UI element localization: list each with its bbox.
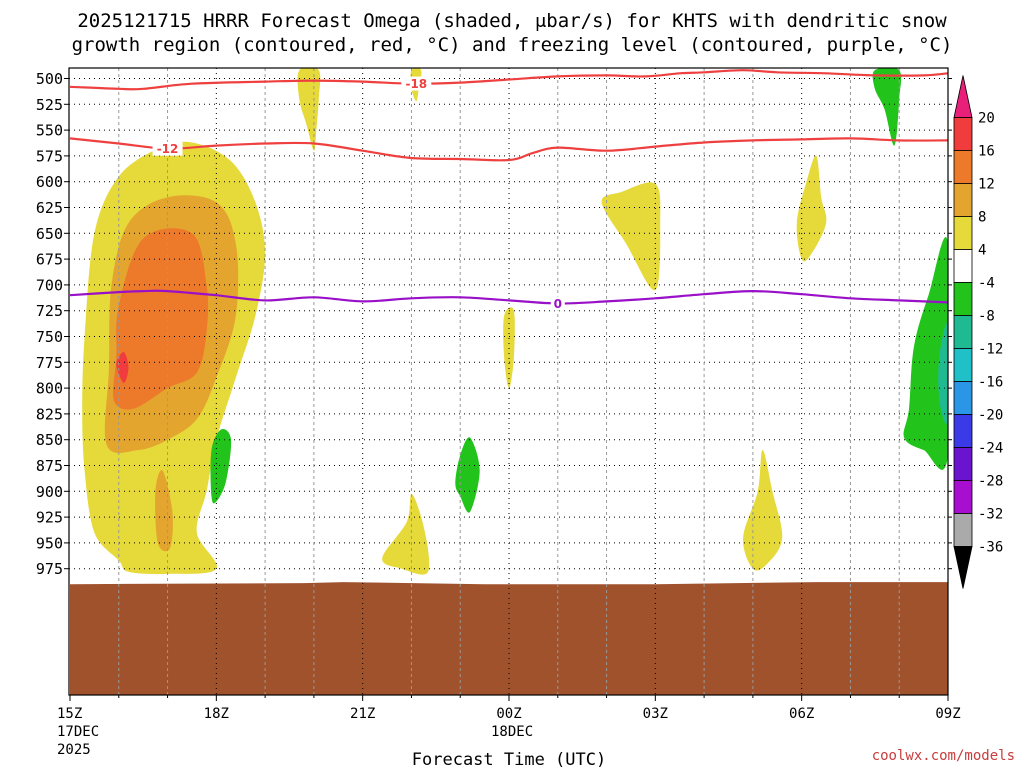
x-tick-label-15: 06Z [789, 706, 814, 722]
y-axis-pressure: 500 525 550 575 600 625 650 675 700 725 750 775 800 8… [36, 70, 952, 578]
contour-label-2: 0 [554, 297, 562, 311]
plot-gridlines [69, 68, 948, 695]
colorbar-bin-3 [953, 183, 973, 217]
colorbar-tick-2: 12 [978, 177, 995, 193]
colorbar-tick-0: 20 [978, 111, 995, 127]
x-tick-label-3: 18Z [204, 706, 229, 722]
y-tick-label-800: 800 [36, 380, 63, 398]
contour-label-0: -18 [405, 77, 427, 91]
colorbar-tick-13: -36 [978, 540, 1003, 556]
y-tick-label-750: 750 [36, 328, 63, 346]
x-tick-year-0: 2025 [57, 742, 91, 758]
colorbar-tick-10: -24 [978, 441, 1003, 457]
colorbar-tick-1: 16 [978, 144, 995, 160]
omega-region-10 [796, 155, 827, 262]
y-tick-label-650: 650 [36, 225, 63, 243]
omega-region-4 [155, 470, 173, 552]
credit-text: coolwx.com/models [872, 748, 1015, 764]
colorbar-bin-4 [953, 216, 973, 250]
colorbar-tick-3: 8 [978, 210, 986, 226]
y-tick-label-550: 550 [36, 122, 63, 140]
omega-region-8 [503, 307, 515, 389]
colorbar-tick-9: -20 [978, 408, 1003, 424]
y-tick-label-975: 975 [36, 560, 63, 578]
x-tick-label-9: 00Z [496, 706, 521, 722]
y-tick-label-825: 825 [36, 405, 63, 423]
omega-region-15 [903, 236, 948, 470]
colorbar-bin-11 [953, 447, 973, 481]
colorbar-tick-7: -12 [978, 342, 1003, 358]
colorbar-tick-8: -16 [978, 375, 1003, 391]
y-tick-label-900: 900 [36, 483, 63, 501]
chart-title-line-2: growth region (contoured, red, °C) and f… [72, 34, 953, 56]
colorbar-bin-1 [953, 117, 973, 151]
colorbar-tick-5: -4 [978, 276, 995, 292]
x-tick-date-0: 17DEC [57, 724, 99, 740]
contour-label-1: -12 [157, 142, 179, 156]
y-tick-label-500: 500 [36, 70, 63, 88]
y-tick-label-600: 600 [36, 173, 63, 191]
omega-region-2 [112, 228, 209, 410]
colorbar-bin-13 [953, 513, 973, 547]
omega-region-13 [455, 437, 480, 513]
y-tick-label-925: 925 [36, 509, 63, 527]
contour-label-bg-1 [152, 141, 183, 156]
x-tick-label-18: 09Z [935, 706, 960, 722]
omega-colorbar: 20 16 12 8 4 -4 -8 -12 -16 -20 -24 -28 -32 -36 [953, 75, 1003, 589]
y-tick-label-950: 950 [36, 534, 63, 552]
omega-region-14 [872, 68, 902, 146]
colorbar-bin-6 [953, 282, 973, 316]
contour-label-bg-2 [550, 296, 565, 311]
y-tick-label-875: 875 [36, 457, 63, 475]
y-tick-label-775: 775 [36, 354, 63, 372]
contour-label-bg-0 [401, 76, 432, 91]
y-tick-label-725: 725 [36, 302, 63, 320]
y-tick-label-625: 625 [36, 199, 63, 217]
omega-region-9 [601, 182, 661, 291]
x-tick-date-9: 18DEC [491, 724, 533, 740]
omega-region-16 [938, 323, 948, 425]
x-tick-label-6: 21Z [350, 706, 375, 722]
x-tick-label-0: 15Z [57, 706, 82, 722]
contour-line-0 [69, 69, 948, 91]
y-tick-label-575: 575 [36, 147, 63, 165]
temperature-contours: -18 -12 0 [69, 69, 948, 311]
y-tick-label-700: 700 [36, 276, 63, 294]
x-axis-label: Forecast Time (UTC) [412, 750, 606, 768]
omega-region-7 [382, 494, 430, 575]
colorbar-tick-4: 4 [978, 243, 986, 259]
contour-line-2 [69, 289, 948, 305]
colorbar-bin-8 [953, 348, 973, 382]
colorbar-bin-10 [953, 414, 973, 448]
x-tick-label-12: 03Z [643, 706, 668, 722]
omega-region-3 [116, 351, 129, 383]
colorbar-tick-6: -8 [978, 309, 995, 325]
colorbar-bin-7 [953, 315, 973, 349]
y-tick-label-525: 525 [36, 96, 63, 114]
colorbar-tick-11: -28 [978, 474, 1003, 490]
colorbar-bin-9 [953, 381, 973, 415]
contour-line-1 [69, 137, 948, 162]
colorbar-bin-12 [953, 480, 973, 514]
x-axis-time: 15Z 17DEC 2025 18Z 21Z 00Z 18DEC 03Z 06Z 09Z [57, 695, 961, 758]
y-tick-label-675: 675 [36, 251, 63, 269]
y-tick-label-850: 850 [36, 431, 63, 449]
omega-region-11 [743, 450, 783, 571]
colorbar-tick-12: -32 [978, 507, 1003, 523]
omega-shaded-regions [82, 68, 948, 575]
colorbar-bin-2 [953, 150, 973, 184]
colorbar-bottom-arrow [953, 546, 973, 589]
colorbar-bin-5 [953, 249, 973, 283]
chart-title-line-1: 2025121715 HRRR Forecast Omega (shaded, … [77, 10, 947, 32]
omega-region-12 [210, 428, 232, 504]
